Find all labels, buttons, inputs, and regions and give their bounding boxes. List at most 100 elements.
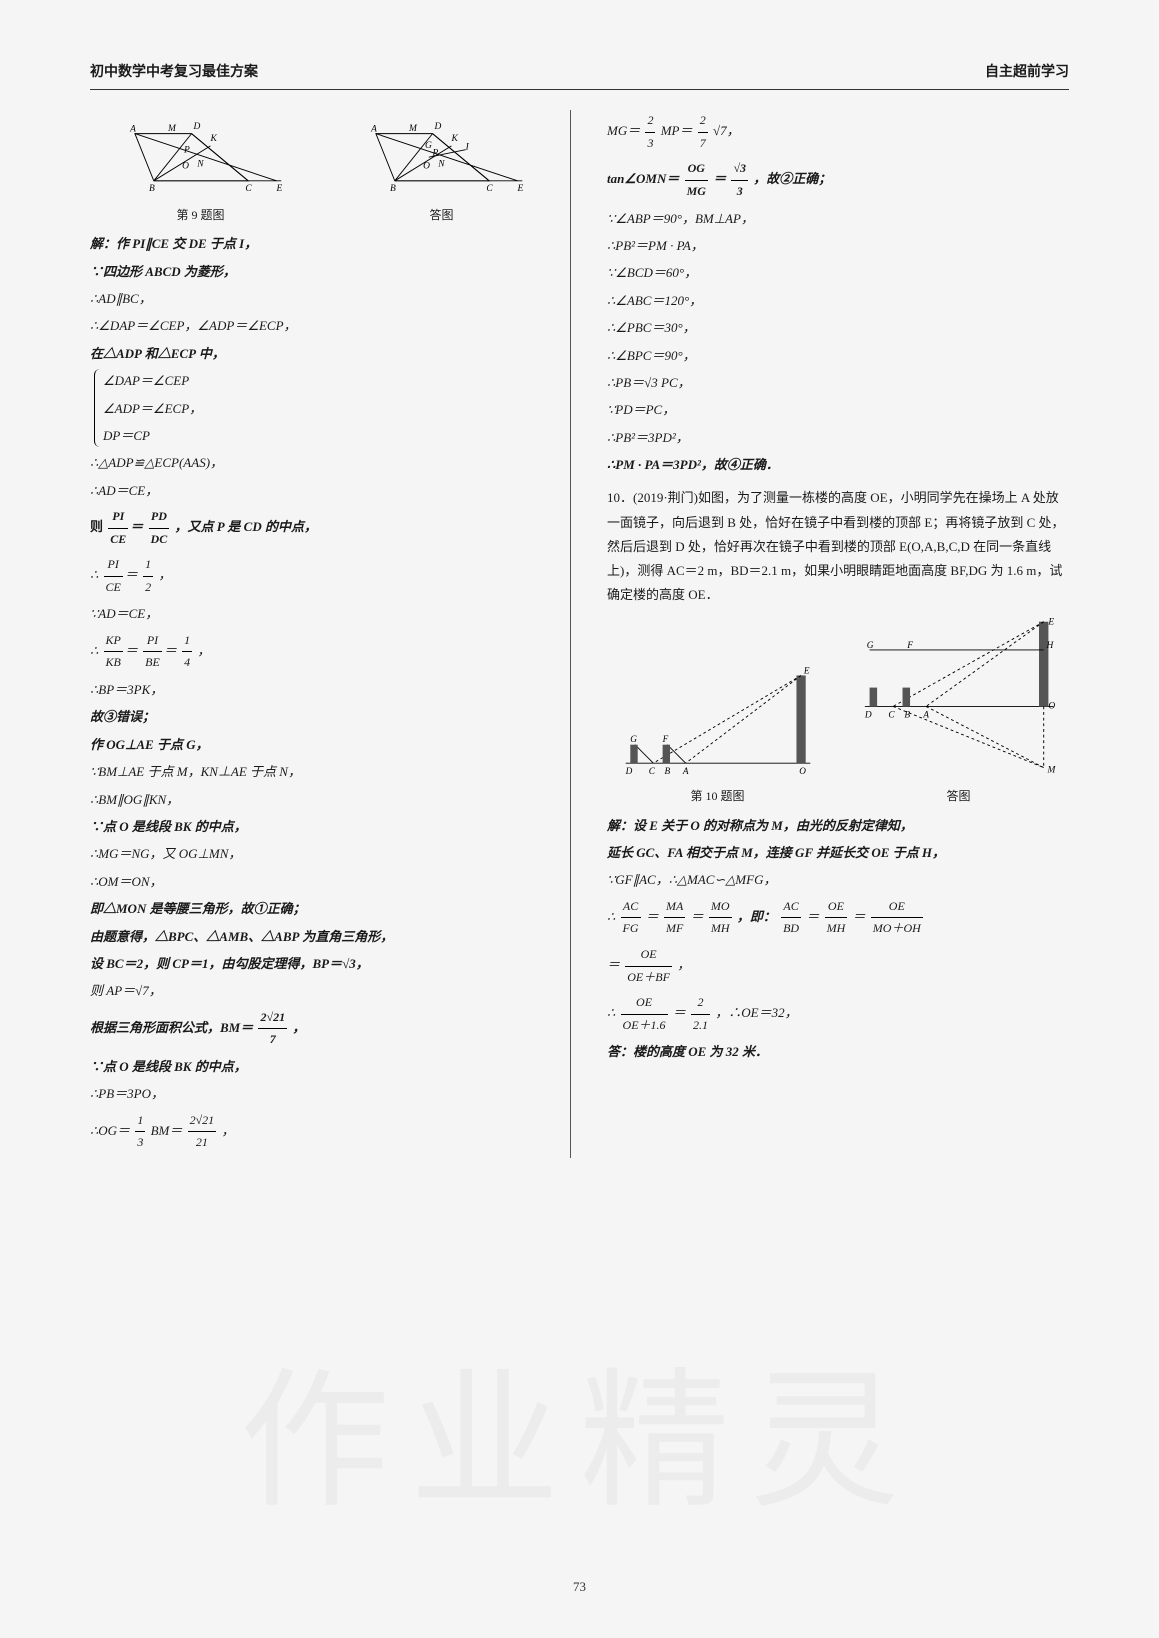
s6n2: 2 xyxy=(691,992,710,1015)
l8den1: CE xyxy=(108,529,128,551)
line-l8: 则 PICE＝ PDDC ，又点 P 是 CD 的中点， xyxy=(90,506,552,550)
l27d: 3 xyxy=(135,1132,145,1154)
s4n1: AC xyxy=(621,896,641,919)
svg-text:G: G xyxy=(425,141,432,151)
line-m9: ∴PB＝√3 PC， xyxy=(607,371,1069,394)
l11n3: 1 xyxy=(182,630,192,653)
content-body: AD MK PN O BCE 第 9 题图 xyxy=(90,110,1069,1158)
line-s1: 解：设 E 关于 O 的对称点为 M，由光的反射定律知， xyxy=(607,814,1069,837)
s4n6: OE xyxy=(871,896,923,919)
svg-text:M: M xyxy=(166,124,176,134)
svg-text:N: N xyxy=(437,160,445,170)
s5d: OE＋BF xyxy=(625,967,672,989)
l27g: ， xyxy=(221,1123,234,1138)
s4e3: ＝ xyxy=(806,909,819,924)
svg-text:C: C xyxy=(245,184,252,194)
svg-text:A: A xyxy=(370,125,377,135)
line-b2: ∠ADP＝∠ECP， xyxy=(103,397,552,420)
svg-text:D: D xyxy=(433,122,441,132)
line-l25: ∵点 O 是线段 BK 的中点， xyxy=(90,1055,552,1078)
s4n2: MA xyxy=(664,896,685,919)
line-l7: ∴AD＝CE， xyxy=(90,479,552,502)
svg-text:C: C xyxy=(888,710,895,720)
svg-text:O: O xyxy=(182,162,189,172)
svg-text:M: M xyxy=(1046,765,1056,775)
l8den2: DC xyxy=(149,529,170,551)
svg-text:A: A xyxy=(681,766,688,776)
svg-text:H: H xyxy=(1045,641,1054,651)
l24n: 2√21 xyxy=(258,1007,287,1030)
l11d3: 4 xyxy=(182,652,192,674)
svg-text:G: G xyxy=(630,734,637,744)
line-l13: 故③错误； xyxy=(90,705,552,728)
l9n: PI xyxy=(104,554,123,577)
l9a: ∴ xyxy=(90,567,98,582)
page-number: 73 xyxy=(573,1575,586,1598)
l11h: ， xyxy=(197,643,210,658)
s4e1: ＝ xyxy=(646,909,659,924)
svg-text:E: E xyxy=(275,184,282,194)
s4n4: AC xyxy=(781,896,801,919)
l24d: 7 xyxy=(258,1029,287,1051)
line-m4: ∴PB²＝PM · PA， xyxy=(607,234,1069,257)
svg-text:D: D xyxy=(624,766,632,776)
m1d: 3 xyxy=(645,133,655,155)
line-l10: ∵AD＝CE， xyxy=(90,602,552,625)
l27d2: 21 xyxy=(188,1132,217,1154)
fig9-row: AD MK PN O BCE 第 9 题图 xyxy=(90,110,552,226)
svg-text:F: F xyxy=(906,641,913,651)
m2n: OG xyxy=(685,158,708,181)
m1a: MG＝ xyxy=(607,123,640,138)
line-m8: ∴∠BPC＝90°， xyxy=(607,344,1069,367)
l11n2: PI xyxy=(143,630,162,653)
s6n: OE xyxy=(621,992,668,1015)
line-l20: 即△MON 是等腰三角形，故①正确； xyxy=(90,897,552,920)
s4n5: OE xyxy=(825,896,848,919)
line-l14: 作 OG⊥AE 于点 G， xyxy=(90,733,552,756)
line-l24: 根据三角形面积公式，BM＝ 2√217 ， xyxy=(90,1007,552,1051)
l27m: BM＝ xyxy=(151,1123,183,1138)
right-column: MG＝ 23 MP＝ 27 √7， tan∠OMN＝ OGMG ＝ √33 ，故… xyxy=(601,110,1069,1158)
svg-text:E: E xyxy=(802,665,809,675)
svg-text:O: O xyxy=(423,162,430,172)
m2e: ＝ xyxy=(713,171,726,186)
svg-text:F: F xyxy=(661,734,668,744)
fig10-row: E GF DCBA O 第 10 题图 xyxy=(607,617,1069,808)
m2n2: √3 xyxy=(731,158,748,181)
s5n: OE xyxy=(625,944,672,967)
svg-text:A: A xyxy=(129,125,136,135)
l8a: 则 xyxy=(90,519,103,534)
s4d3: MH xyxy=(709,918,732,940)
header-left: 初中数学中考复习最佳方案 xyxy=(90,60,258,85)
m1m: MP＝ xyxy=(661,123,693,138)
l8num2: PD xyxy=(149,506,170,529)
line-l17: ∵点 O 是线段 BK 的中点， xyxy=(90,815,552,838)
line-l1: 解：作 PI∥CE 交 DE 于点 I， xyxy=(90,232,552,255)
m2d: MG xyxy=(685,181,708,203)
line-m6: ∴∠ABC＝120°， xyxy=(607,289,1069,312)
s4e4: ＝ xyxy=(853,909,866,924)
l11a: ∴ xyxy=(90,643,98,658)
svg-text:D: D xyxy=(192,122,200,132)
l11n: KP xyxy=(104,630,123,653)
s6g: ，∴OE＝32， xyxy=(715,1005,797,1020)
m1n2: 2 xyxy=(698,110,708,133)
line-b3: DP＝CP xyxy=(103,424,552,447)
svg-text:K: K xyxy=(209,134,217,144)
fig10-answer-diagram: E GFH DCBA OM 答图 xyxy=(848,617,1069,808)
line-l27: ∴OG＝ 13 BM＝ 2√2121 ， xyxy=(90,1110,552,1154)
l27n: 1 xyxy=(135,1110,145,1133)
s4a: ∴ xyxy=(607,909,615,924)
line-m7: ∴∠PBC＝30°， xyxy=(607,316,1069,339)
line-s7: 答：楼的高度 OE 为 32 米． xyxy=(607,1040,1069,1063)
line-m12: ∴PM · PA＝3PD²，故④正确． xyxy=(607,453,1069,476)
l27a: ∴OG＝ xyxy=(90,1123,130,1138)
line-l19: ∴OM＝ON， xyxy=(90,870,552,893)
l11dn: KB xyxy=(104,652,123,674)
question-10: 10．(2019·荆门)如图，为了测量一栋楼的高度 OE，小明同学先在操场上 A… xyxy=(607,486,1069,606)
line-l11: ∴ KPKB＝ PIBE＝ 14 ， xyxy=(90,630,552,674)
s4j: ，即： xyxy=(737,909,776,924)
s4d6: MO＋OH xyxy=(871,918,923,940)
line-l26: ∴PB＝3PO， xyxy=(90,1082,552,1105)
line-m3: ∵∠ABP＝90°，BM⊥AP， xyxy=(607,207,1069,230)
